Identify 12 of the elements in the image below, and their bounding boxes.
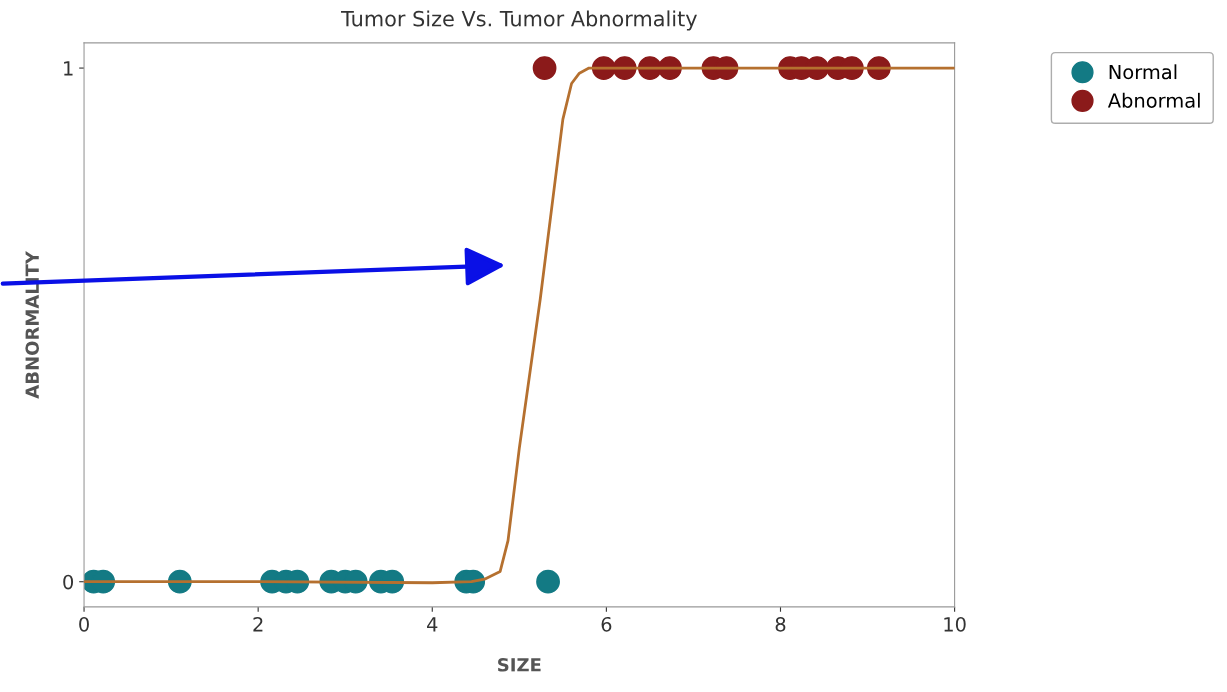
x-tick-label: 6	[601, 616, 612, 632]
x-tick-label: 8	[775, 616, 786, 632]
y-tick-label: 1	[64, 61, 73, 76]
x-tick-label: 4	[427, 617, 438, 632]
x-axis-title: SIZE	[498, 657, 541, 672]
legend-label: Normal	[1109, 64, 1177, 80]
x-tick-label: 10	[944, 616, 966, 632]
x-tick-label: 0	[79, 616, 89, 632]
y-axis-title: ABNORMALITY	[25, 250, 40, 399]
legend-label: Abnormal	[1107, 92, 1200, 108]
x-tick-label: 2	[253, 616, 263, 632]
chart-title: Tumor Size Vs. Tumor Abnormality	[341, 10, 697, 31]
